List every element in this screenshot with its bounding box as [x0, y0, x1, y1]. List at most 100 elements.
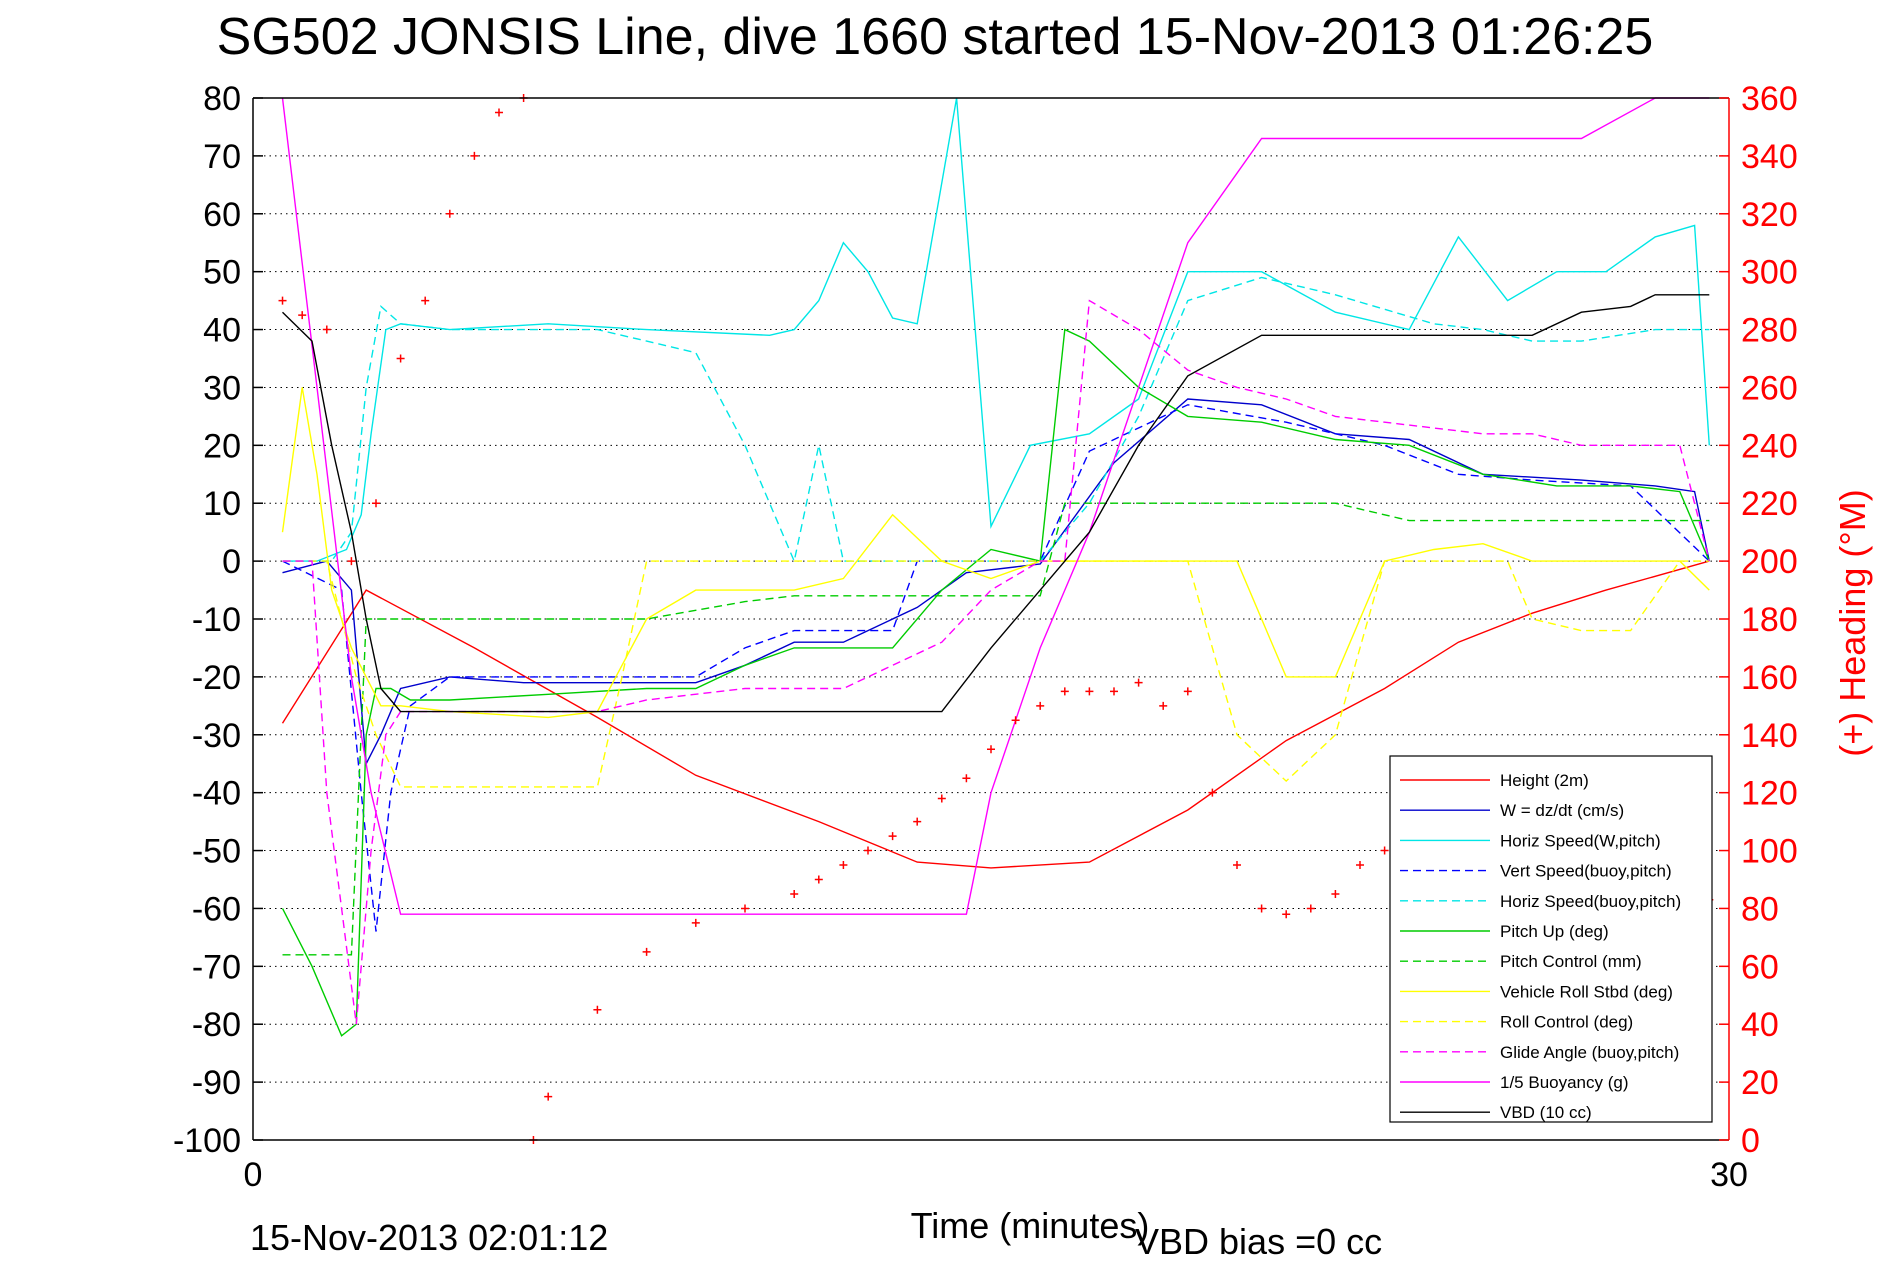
series-line: [281, 97, 1710, 915]
tick-label-right: 220: [1741, 485, 1798, 523]
tick-label-right: 240: [1741, 427, 1798, 465]
legend-box: [1389, 755, 1713, 1123]
tick-label-left: 50: [203, 254, 241, 292]
heading-marker: [396, 354, 405, 363]
tick-label-right: 300: [1741, 254, 1798, 292]
tick-label-left: 40: [203, 312, 241, 350]
tick-label-right: 0: [1741, 1122, 1760, 1160]
tick-label-right: 200: [1741, 543, 1798, 581]
heading-marker: [372, 499, 380, 508]
heading-marker: [421, 296, 430, 305]
tick-label-left: -20: [192, 659, 241, 697]
heading-marker: [1060, 687, 1069, 696]
legend-label: W = dz/dt (cm/s): [1500, 801, 1624, 820]
series-line: [282, 294, 1710, 713]
heading-marker: [814, 875, 823, 884]
tick-label-left: 30: [203, 369, 241, 407]
tick-label-x: 30: [1710, 1156, 1748, 1194]
tick-label-left: -30: [192, 717, 241, 755]
tick-label-right: 280: [1741, 312, 1798, 350]
tick-label-right: 160: [1741, 659, 1798, 697]
heading-marker: [1282, 910, 1291, 919]
tick-label-left: -50: [192, 833, 241, 871]
tick-label-left: -70: [192, 948, 241, 986]
chart-title: SG502 JONSIS Line, dive 1660 started 15-…: [217, 8, 1654, 66]
tick-label-left: -90: [192, 1064, 241, 1102]
series-line: [282, 97, 1710, 562]
x-ticks: 0 30: [244, 1156, 1748, 1194]
tick-label-right: 340: [1741, 138, 1798, 176]
y-ticks-right: 3603403203002802602402202001801601401201…: [1719, 80, 1798, 1160]
heading-marker: [642, 947, 651, 956]
heading-marker: [495, 108, 503, 117]
heading-marker: [913, 817, 922, 826]
series-line: [282, 276, 1710, 564]
legend-label: Roll Control (deg): [1500, 1013, 1633, 1032]
heading-marker: [1380, 846, 1389, 855]
heading-marker: [962, 774, 971, 783]
heading-marker: [298, 311, 307, 320]
tick-label-left: -40: [192, 775, 241, 813]
tick-label-left: -10: [192, 601, 241, 639]
heading-marker: [937, 794, 946, 803]
tick-label-right: 360: [1741, 80, 1798, 118]
heading-marker: [987, 745, 995, 754]
tick-label-right: 320: [1741, 196, 1798, 234]
tick-label-right: 260: [1741, 369, 1798, 407]
heading-marker: [1356, 861, 1364, 870]
tick-label-left: -100: [173, 1122, 241, 1160]
tick-label-left: 10: [203, 485, 241, 523]
legend-label: Vehicle Roll Stbd (deg): [1500, 982, 1673, 1001]
tick-label-right: 100: [1741, 833, 1798, 871]
heading-marker: [839, 861, 848, 870]
heading-marker: [1208, 788, 1217, 797]
y-axis-label-right: (+) Heading (°M): [1832, 489, 1873, 756]
heading-marker: [1306, 904, 1315, 913]
series-line: [282, 398, 1710, 767]
heading-marker: [1233, 861, 1241, 870]
heading-marker: [691, 918, 700, 927]
heading-marker: [1331, 889, 1340, 898]
tick-label-left: 20: [203, 427, 241, 465]
legend-label: Glide Angle (buoy,pitch): [1500, 1043, 1679, 1062]
legend: Height (2m) W = dz/dt (cm/s) Horiz Speed(W…: [1389, 755, 1713, 1123]
series-layer: [278, 94, 1714, 1144]
heading-marker: [1257, 904, 1266, 913]
legend-label: Pitch Up (deg): [1500, 922, 1609, 941]
legend-label: Vert Speed(buoy,pitch): [1500, 862, 1672, 881]
tick-label-left: 60: [203, 196, 241, 234]
heading-marker: [1011, 716, 1020, 725]
legend-label: Pitch Control (mm): [1500, 952, 1642, 971]
heading-marker: [888, 832, 897, 841]
tick-label-right: 120: [1741, 775, 1798, 813]
legend-label: Height (2m): [1500, 771, 1589, 790]
tick-label-left: 0: [222, 543, 241, 581]
heading-marker: [470, 151, 479, 160]
tick-label-left: -80: [192, 1006, 241, 1044]
legend-label: Horiz Speed(buoy,pitch): [1500, 892, 1681, 911]
y-ticks-left: 80 70 60 50 40 30 20 10 0 -10 -20 -30 -40 -50 -60 -70 -8…: [173, 80, 263, 1160]
heading-marker: [445, 209, 454, 218]
tick-label-x: 0: [244, 1156, 263, 1194]
footer-vbd-bias: VBD bias =0 cc: [1135, 1221, 1382, 1262]
heading-marker: [1159, 701, 1168, 710]
tick-label-left: -60: [192, 890, 241, 928]
series-line: [282, 560, 1710, 788]
heading-marker: [1036, 701, 1045, 710]
tick-label-left: 80: [203, 80, 241, 118]
tick-label-right: 80: [1741, 890, 1779, 928]
heading-marker: [278, 296, 287, 305]
heading-marker: [1110, 687, 1118, 696]
series-line: [281, 387, 1710, 719]
heading-marker: [593, 1005, 602, 1014]
heading-marker: [741, 904, 749, 913]
heading-marker: [864, 846, 872, 855]
heading-marker: [1085, 687, 1094, 696]
heading-marker: [790, 889, 799, 898]
x-axis-label: Time (minutes): [911, 1205, 1150, 1246]
tick-label-right: 20: [1741, 1064, 1779, 1102]
tick-label-right: 60: [1741, 948, 1779, 986]
tick-label-right: 140: [1741, 717, 1798, 755]
heading-marker: [322, 325, 331, 334]
